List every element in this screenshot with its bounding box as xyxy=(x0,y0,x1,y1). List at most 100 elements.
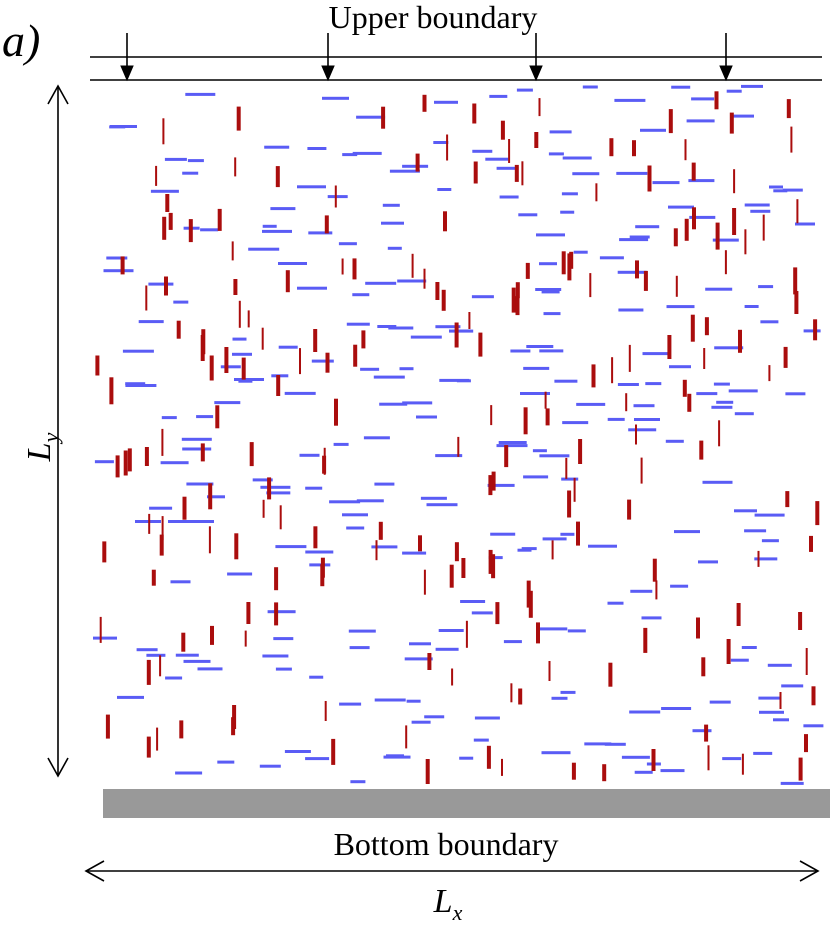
horizontal-fracture xyxy=(402,551,427,555)
horizontal-fracture xyxy=(299,453,320,457)
horizontal-fracture xyxy=(260,485,291,489)
horizontal-fracture xyxy=(322,96,349,100)
vertical-fracture xyxy=(595,183,598,202)
horizontal-fracture xyxy=(539,349,564,353)
vertical-fracture xyxy=(208,526,211,554)
horizontal-fracture xyxy=(722,757,742,761)
horizontal-fracture xyxy=(526,345,554,348)
horizontal-fracture xyxy=(186,482,214,486)
horizontal-fracture xyxy=(773,189,788,193)
horizontal-fracture xyxy=(487,483,515,487)
vertical-fracture xyxy=(405,725,408,749)
vertical-fracture xyxy=(120,256,125,275)
vertical-fracture xyxy=(701,657,706,677)
vertical-fracture xyxy=(274,567,279,591)
horizontal-fracture xyxy=(327,195,348,199)
vertical-fracture xyxy=(696,617,700,639)
ly-label: Ly xyxy=(21,432,63,462)
horizontal-fracture xyxy=(109,125,126,129)
horizontal-fracture xyxy=(346,526,365,530)
vertical-fracture xyxy=(525,262,530,279)
horizontal-fracture xyxy=(473,738,489,742)
vertical-fracture xyxy=(687,393,692,412)
horizontal-fracture xyxy=(117,695,144,699)
horizontal-fracture xyxy=(713,382,730,386)
horizontal-fracture xyxy=(252,478,273,482)
vertical-fracture xyxy=(210,360,213,381)
vertical-fracture xyxy=(109,377,114,405)
horizontal-fracture xyxy=(150,189,179,193)
horizontal-fracture xyxy=(754,557,778,561)
vertical-fracture xyxy=(324,215,329,234)
horizontal-fracture xyxy=(795,222,815,226)
horizontal-fracture xyxy=(437,188,452,191)
horizontal-fracture xyxy=(183,659,211,663)
horizontal-fracture xyxy=(459,756,474,760)
horizontal-fracture xyxy=(532,449,547,453)
horizontal-fracture xyxy=(599,256,624,260)
horizontal-fracture xyxy=(536,233,565,237)
vertical-fracture xyxy=(99,616,102,643)
vertical-fracture xyxy=(602,764,607,782)
vertical-fracture xyxy=(415,153,420,172)
vertical-fracture xyxy=(473,161,478,184)
horizontal-fracture xyxy=(373,375,405,379)
vertical-fracture xyxy=(468,312,471,329)
horizontal-fracture xyxy=(754,513,785,517)
horizontal-fracture xyxy=(356,499,384,503)
vertical-fracture xyxy=(276,375,281,396)
horizontal-fracture xyxy=(305,486,323,490)
horizontal-fracture xyxy=(669,365,691,369)
horizontal-fracture xyxy=(377,325,397,328)
vertical-fracture xyxy=(246,602,251,624)
horizontal-fracture xyxy=(767,663,792,667)
horizontal-fracture xyxy=(698,560,718,564)
horizontal-fracture xyxy=(635,225,660,229)
vertical-fracture xyxy=(647,165,652,192)
vertical-fractures xyxy=(95,91,820,784)
horizontal-fracture xyxy=(582,85,598,89)
vertical-fracture xyxy=(495,602,500,625)
vertical-fracture xyxy=(461,558,466,578)
horizontal-fracture xyxy=(406,699,421,703)
lx-double-arrow xyxy=(84,860,820,882)
vertical-fracture xyxy=(500,120,505,140)
horizontal-fracture xyxy=(371,545,398,549)
horizontal-fracture xyxy=(305,550,334,554)
horizontal-fracture xyxy=(136,648,158,652)
horizontal-fracture xyxy=(460,600,486,603)
vertical-fracture xyxy=(145,285,148,311)
horizontal-fracture xyxy=(691,97,715,101)
vertical-fracture xyxy=(813,319,818,341)
vertical-fracture xyxy=(331,738,336,765)
horizontal-fracture xyxy=(456,379,471,383)
horizontal-fracture xyxy=(516,88,533,92)
vertical-fracture xyxy=(457,436,460,457)
horizontal-fracture xyxy=(397,279,427,283)
horizontal-fracture xyxy=(543,312,561,316)
vertical-fracture xyxy=(635,424,637,445)
vertical-fracture xyxy=(334,185,337,208)
vertical-fracture xyxy=(488,549,493,574)
vertical-fracture xyxy=(313,526,318,549)
vertical-fracture xyxy=(200,443,205,462)
horizontal-fracture xyxy=(135,520,161,523)
vertical-fracture xyxy=(159,655,162,677)
vertical-fracture xyxy=(684,139,687,161)
vertical-fracture xyxy=(324,701,327,721)
horizontal-fracture xyxy=(185,92,216,96)
horizontal-fracture xyxy=(803,724,824,728)
horizontal-fracture xyxy=(780,781,804,785)
vertical-fracture xyxy=(231,717,236,736)
vertical-fracture xyxy=(201,329,206,355)
horizontal-fracture xyxy=(387,246,402,250)
horizontal-fracture xyxy=(471,611,493,615)
horizontal-fracture xyxy=(275,545,307,549)
vertical-fracture xyxy=(538,98,541,117)
vertical-fracture xyxy=(691,162,696,181)
horizontal-fracture xyxy=(416,415,437,419)
vertical-fracture xyxy=(451,668,454,686)
horizontal-fracture xyxy=(781,684,804,688)
horizontal-fracture xyxy=(614,98,646,102)
